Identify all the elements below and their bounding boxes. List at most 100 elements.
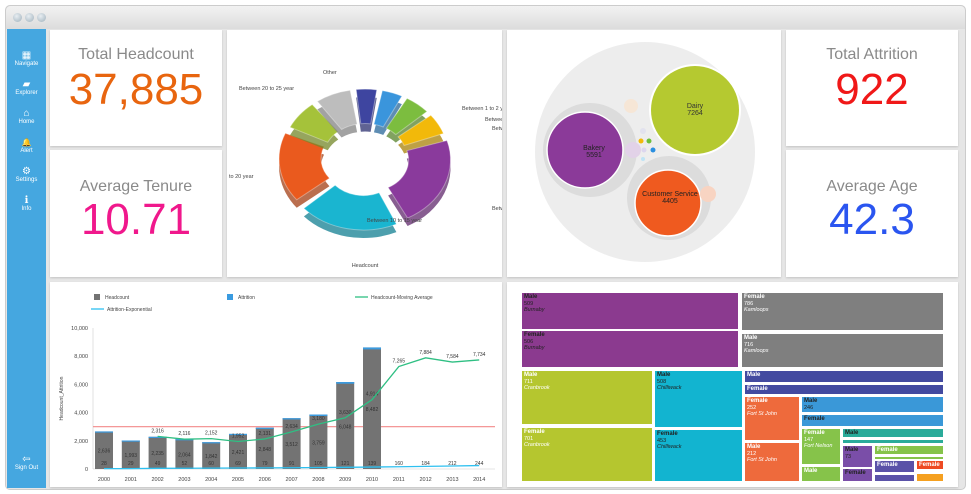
treemap-cell-city: Chilliwack	[657, 444, 682, 450]
bubble-small[interactable]	[624, 99, 638, 113]
bubble-small[interactable]	[640, 128, 646, 134]
treemap-cell-gender: Male	[804, 398, 818, 404]
kpi-title: Total Headcount	[78, 46, 194, 63]
moving-average-label: 7,884	[419, 350, 432, 356]
treemap-cell[interactable]	[874, 456, 944, 460]
kpi-value: 922	[835, 65, 909, 114]
donut-slice[interactable]	[397, 114, 445, 154]
bubble-small[interactable]	[700, 186, 716, 202]
kpi-value: 10.71	[80, 195, 192, 244]
kpi-value: 42.3	[829, 195, 915, 244]
moving-average-label: 2,634	[285, 424, 298, 430]
treemap-cell[interactable]: Female	[874, 460, 915, 473]
treemap-cell[interactable]: Female 701 Cranbrook	[521, 427, 653, 482]
treemap-cell[interactable]: Female	[744, 384, 944, 395]
window-maximize-button[interactable]	[37, 13, 46, 22]
sidebar-item-navigate[interactable]: ▦ Navigate	[7, 50, 46, 67]
treemap-cell[interactable]: Female	[842, 468, 873, 482]
sidebar-item-label: Settings	[15, 177, 38, 183]
kpi-value: 37,885	[68, 65, 204, 114]
kpi-average-tenure: Average Tenure 10.71	[50, 150, 222, 277]
donut-slice-top	[355, 88, 378, 125]
sign-out-button[interactable]: ⇦ Sign Out	[7, 454, 46, 471]
treemap-cell[interactable]: Female 252 Fort St John	[744, 396, 800, 441]
treemap-cell[interactable]: Male 246	[801, 396, 944, 413]
moving-average-label: 7,734	[473, 352, 486, 358]
grid-icon: ▦	[21, 50, 32, 61]
treemap-cell[interactable]: Female 786 Kamloops	[741, 292, 944, 331]
treemap-cell-gender: Female	[747, 386, 768, 392]
treemap-cell[interactable]	[916, 473, 944, 482]
attrition-bar	[255, 427, 274, 429]
treemap-cell[interactable]: Female	[916, 460, 944, 470]
donut-slice[interactable]	[278, 132, 331, 208]
treemap-cell[interactable]: Male 711 Cranbrook	[521, 370, 653, 425]
treemap-cell[interactable]: Male	[842, 428, 944, 438]
bubble-small[interactable]	[650, 147, 656, 153]
headcount-bar-label: 3,759	[312, 440, 325, 446]
sidebar-item-explorer[interactable]: ▰ Explorer	[7, 79, 46, 96]
bubble-bakery[interactable]	[546, 111, 624, 189]
treemap-cell-gender: Female	[919, 462, 940, 468]
treemap-cell[interactable]: Male 212 Fort St John	[744, 442, 800, 482]
sidebar-item-home[interactable]: ⌂ Home	[7, 108, 46, 125]
attrition-label: 160	[395, 461, 404, 467]
treemap-cell-gender: Female	[524, 429, 545, 435]
treemap-cell[interactable]: Female 506 Burnaby	[521, 330, 739, 368]
attrition-bar	[95, 431, 113, 433]
treemap-cell-gender: Female	[524, 332, 545, 338]
donut-slice[interactable]	[373, 90, 403, 135]
bubble-value: 4405	[662, 198, 678, 205]
sidebar-item-info[interactable]: ℹ Info	[7, 195, 46, 212]
bubble-small[interactable]	[625, 142, 641, 158]
treemap-cell[interactable]: Female	[874, 445, 944, 455]
donut-slice[interactable]	[387, 139, 452, 227]
legend-swatch-headcount	[94, 294, 100, 300]
bubble-small[interactable]	[641, 147, 647, 153]
treemap-cell-value: 73	[845, 453, 852, 460]
treemap-cell[interactable]: Female 453 Chilliwack	[654, 429, 743, 482]
x-tick-label: 2006	[259, 477, 271, 483]
bubble-label: Dairy	[687, 103, 704, 110]
treemap-cell[interactable]: Male 716 Kamloops	[741, 333, 944, 368]
y-tick-label: 10,000	[71, 326, 88, 332]
headcount-bar-label: 3,512	[285, 442, 298, 448]
bubble-value: 7264	[687, 110, 703, 117]
treemap-cell[interactable]: Male 73	[842, 445, 873, 468]
treemap-cell[interactable]: Male 509 Burnaby	[521, 292, 739, 330]
treemap-cell-value: 716	[744, 341, 754, 348]
window-minimize-button[interactable]	[25, 13, 34, 22]
sidebar-item-settings[interactable]: ⚙ Settings	[7, 166, 46, 183]
attrition-bar	[282, 418, 301, 420]
donut-slice[interactable]	[303, 184, 398, 239]
bubble-small[interactable]	[646, 138, 652, 144]
kpi-average-age: Average Age 42.3	[786, 150, 958, 277]
treemap-cell[interactable]	[874, 474, 915, 482]
treemap-cell-gender: Female	[804, 416, 825, 422]
donut-slice-top	[316, 89, 358, 131]
bubble-dairy[interactable]	[651, 66, 739, 154]
kpi-total-headcount: Total Headcount 37,885	[50, 30, 222, 146]
sidebar-item-label: Home	[18, 119, 35, 125]
treemap-cell[interactable]: Female	[801, 414, 944, 427]
donut-slice[interactable]	[316, 89, 358, 138]
bubble-small[interactable]	[638, 138, 644, 144]
headcount-bar	[95, 431, 113, 469]
sign-out-icon: ⇦	[22, 454, 31, 465]
treemap-cell[interactable]: Male 508 Chilliwack	[654, 370, 743, 428]
folder-icon: ▰	[22, 79, 31, 90]
bubble-small[interactable]	[641, 157, 645, 161]
x-tick-label: 2008	[312, 477, 324, 483]
treemap-cell-gender: Female	[657, 431, 678, 437]
treemap-cell[interactable]	[842, 439, 944, 444]
treemap-cell[interactable]: Male	[744, 370, 944, 383]
gear-icon: ⚙	[22, 166, 31, 177]
attrition-exponential-line	[103, 464, 480, 470]
donut-slice[interactable]	[355, 88, 378, 132]
treemap-cell[interactable]: Male	[801, 466, 841, 482]
donut-slice[interactable]	[385, 97, 428, 143]
window-close-button[interactable]	[13, 13, 22, 22]
sidebar-item-alert[interactable]: 🔔 Alert	[7, 137, 46, 154]
bubble-customer-service[interactable]	[634, 169, 702, 237]
treemap-cell[interactable]: Female 147 Fort Nelson	[801, 428, 841, 465]
